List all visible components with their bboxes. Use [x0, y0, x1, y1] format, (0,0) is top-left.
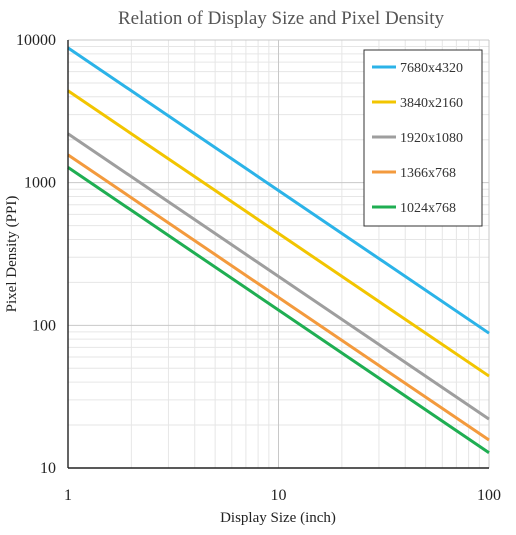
legend-label-4: 1024x768 — [400, 201, 456, 216]
tick-labels: 1 10 100 10 100 1000 10000 — [16, 32, 501, 504]
series-line-1 — [67, 89, 490, 378]
x-axis-label: Display Size (inch) — [220, 510, 336, 526]
series-line-2 — [67, 132, 490, 421]
series-line-0 — [67, 46, 490, 335]
legend-label-2: 1920x1080 — [400, 131, 463, 146]
legend-label-1: 3840x2160 — [400, 96, 463, 111]
series-lines — [67, 46, 490, 454]
legend-items: 7680x4320 3840x2160 1920x1080 1366x768 1024x… — [372, 61, 463, 216]
legend: 7680x4320 3840x2160 1920x1080 1366x768 1024x… — [363, 49, 483, 227]
y-tick-label: 10 — [40, 460, 56, 477]
y-tick-label: 100 — [32, 317, 56, 334]
x-tick-label: 1 — [64, 487, 72, 504]
series-line-3 — [67, 153, 490, 442]
chart-title: Relation of Display Size and Pixel Densi… — [118, 8, 445, 29]
legend-label-0: 7680x4320 — [400, 61, 463, 76]
y-tick-label: 10000 — [16, 32, 56, 49]
axes — [67, 40, 489, 469]
series-line-4 — [67, 166, 490, 454]
legend-label-3: 1366x768 — [400, 166, 456, 181]
y-axis-label: Pixel Density (PPI) — [4, 196, 20, 313]
x-tick-label: 100 — [477, 487, 501, 504]
y-tick-label: 1000 — [24, 175, 56, 192]
x-tick-label: 10 — [271, 487, 287, 504]
